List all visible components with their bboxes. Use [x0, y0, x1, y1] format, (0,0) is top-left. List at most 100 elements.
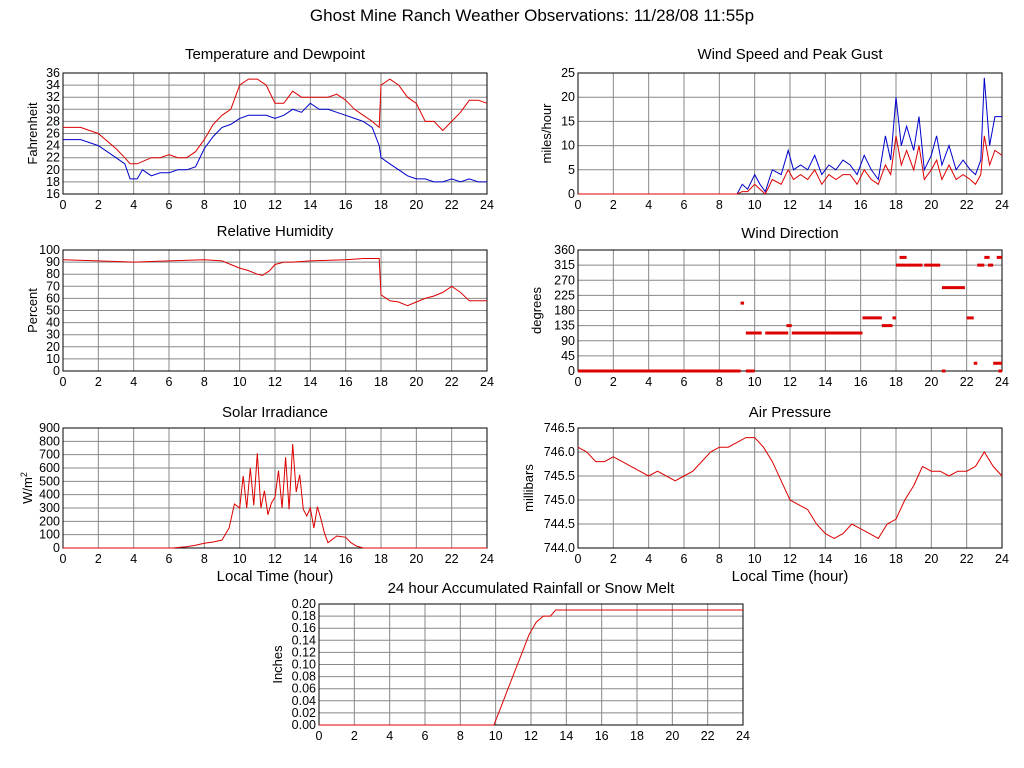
temp-ylabel: Fahrenheit [25, 102, 40, 165]
wind-xtick-label: 2 [610, 198, 617, 212]
wind-title: Wind Speed and Peak Gust [697, 46, 883, 63]
humidity-ytick-label: 10 [46, 352, 60, 366]
humidity-ytick-label: 40 [46, 316, 60, 330]
rain-xtick-label: 4 [386, 729, 393, 743]
humidity-ytick-label: 0 [53, 364, 60, 378]
solar-ytick-label: 400 [39, 488, 60, 502]
rain-ytick-label: 0.16 [292, 621, 316, 635]
solar-xtick-label: 18 [374, 552, 388, 566]
direction-ytick-label: 270 [554, 273, 575, 287]
direction-xtick-label: 24 [995, 375, 1009, 389]
temp-series-dewpoint [63, 102, 487, 183]
temp-ytick-label: 34 [46, 78, 60, 92]
humidity-xtick-label: 2 [95, 375, 102, 389]
solar-title: Solar Irradiance [222, 404, 328, 421]
temp-ytick-label: 32 [46, 90, 60, 104]
temp-ytick-label: 16 [46, 187, 60, 201]
wind-ylabel: miles/hour [539, 103, 554, 164]
temp-xtick-label: 4 [130, 198, 137, 212]
direction-frame [577, 249, 1003, 372]
pressure-title: Air Pressure [749, 404, 832, 421]
rain-xtick-label: 0 [316, 729, 323, 743]
temp-ytick-label: 22 [46, 151, 60, 165]
pressure-xtick-label: 4 [645, 552, 652, 566]
temp-ytick-label: 36 [46, 66, 60, 80]
humidity-xtick-label: 16 [339, 375, 353, 389]
wind-xtick-label: 20 [924, 198, 938, 212]
rain-ytick-label: 0.10 [292, 658, 316, 672]
rain-ytick-label: 0.08 [292, 670, 316, 684]
wind-xtick-label: 18 [889, 198, 903, 212]
direction-xtick-label: 20 [924, 375, 938, 389]
solar-xtick-label: 6 [166, 552, 173, 566]
humidity-xtick-label: 6 [166, 375, 173, 389]
humidity-title: Relative Humidity [217, 223, 334, 240]
pressure-xtick-label: 12 [783, 552, 797, 566]
wind-ytick-label: 15 [561, 114, 575, 128]
humidity-xtick-label: 4 [130, 375, 137, 389]
pressure-frame [577, 427, 1003, 549]
direction-xtick-label: 18 [889, 375, 903, 389]
temp-xtick-label: 14 [303, 198, 317, 212]
wind-ytick-label: 10 [561, 139, 575, 153]
pressure-xtick-label: 24 [995, 552, 1009, 566]
humidity-ytick-label: 50 [46, 304, 60, 318]
solar-xtick-label: 16 [339, 552, 353, 566]
solar-xlabel: Local Time (hour) [217, 568, 334, 585]
wind-series-wind-speed [578, 135, 1003, 195]
rain-ytick-label: 0.18 [292, 609, 316, 623]
wind-xtick-label: 12 [783, 198, 797, 212]
wind-ytick-label: 0 [568, 187, 575, 201]
wind-ytick-label: 20 [561, 90, 575, 104]
solar-ytick-label: 800 [39, 434, 60, 448]
wind-xtick-label: 16 [854, 198, 868, 212]
temp-xtick-label: 24 [480, 198, 494, 212]
pressure-xtick-label: 14 [818, 552, 832, 566]
rain-xtick-label: 12 [524, 729, 538, 743]
humidity-xtick-label: 0 [60, 375, 67, 389]
direction-xtick-label: 16 [854, 375, 868, 389]
humidity-ytick-label: 30 [46, 328, 60, 342]
pressure-ytick-label: 744.5 [544, 517, 575, 531]
rain-xtick-label: 22 [701, 729, 715, 743]
humidity-series-relative-humidity [62, 258, 487, 307]
solar-xtick-label: 14 [303, 552, 317, 566]
temp-ytick-label: 30 [46, 102, 60, 116]
temp-xtick-label: 10 [233, 198, 247, 212]
pressure-xtick-label: 20 [924, 552, 938, 566]
page-title: Ghost Mine Ranch Weather Observations: 1… [309, 6, 755, 25]
humidity-ytick-label: 60 [46, 291, 60, 305]
pressure-series-air-pressure [577, 437, 1003, 540]
pressure-ytick-label: 745.5 [544, 469, 575, 483]
direction-xtick-label: 14 [818, 375, 832, 389]
humidity-xtick-label: 18 [374, 375, 388, 389]
pressure-xlabel: Local Time (hour) [732, 568, 849, 585]
humidity-ytick-label: 70 [46, 279, 60, 293]
wind-xtick-label: 14 [818, 198, 832, 212]
direction-xtick-label: 10 [748, 375, 762, 389]
rain-xtick-label: 6 [422, 729, 429, 743]
wind-ytick-label: 25 [561, 66, 575, 80]
pressure-xtick-label: 10 [748, 552, 762, 566]
rain-ytick-label: 0.12 [292, 645, 316, 659]
rain-ytick-label: 0.02 [292, 706, 316, 720]
temp-series-temperature [63, 78, 488, 165]
humidity-xtick-label: 14 [303, 375, 317, 389]
rain-frame [318, 603, 744, 726]
wind-xtick-label: 10 [748, 198, 762, 212]
temp-ytick-label: 24 [46, 139, 60, 153]
solar-ytick-label: 100 [39, 528, 60, 542]
wind-xtick-label: 6 [681, 198, 688, 212]
rain-ytick-label: 0.20 [292, 597, 316, 611]
direction-ytick-label: 225 [554, 288, 575, 302]
pressure-xtick-label: 16 [854, 552, 868, 566]
wind-series-peak-gust [578, 77, 1002, 195]
temp-xtick-label: 20 [409, 198, 423, 212]
wind-xtick-label: 8 [716, 198, 723, 212]
solar-ytick-label: 600 [39, 461, 60, 475]
direction-xtick-label: 22 [960, 375, 974, 389]
solar-ytick-label: 300 [39, 501, 60, 515]
solar-ytick-label: 200 [39, 514, 60, 528]
direction-ytick-label: 90 [561, 334, 575, 348]
rain-xtick-label: 16 [595, 729, 609, 743]
